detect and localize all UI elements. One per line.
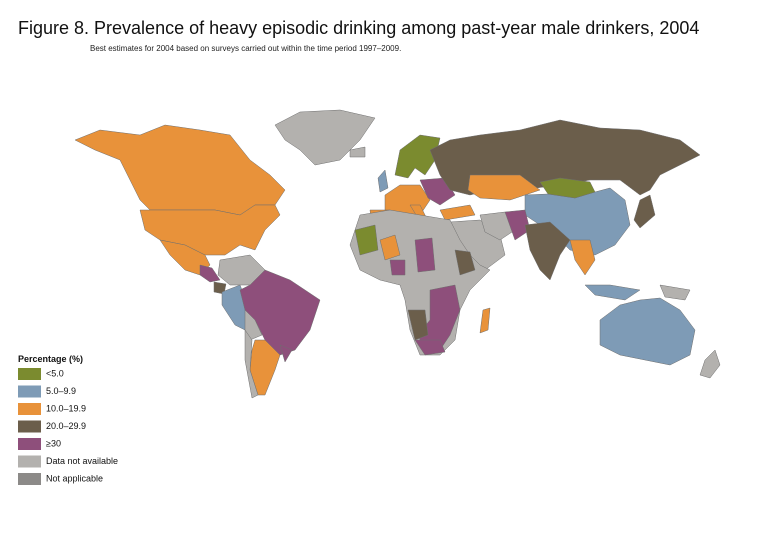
country	[379, 234, 401, 261]
legend-swatch	[18, 438, 41, 450]
country	[539, 177, 596, 199]
country	[467, 174, 541, 201]
legend-label: ≥30	[46, 438, 61, 448]
legend-label: Not applicable	[46, 473, 103, 483]
country	[439, 204, 476, 221]
country	[279, 344, 293, 363]
country	[377, 169, 389, 193]
country	[479, 307, 491, 334]
legend-swatch	[18, 368, 41, 380]
country	[349, 146, 366, 158]
country	[479, 211, 516, 241]
country	[354, 224, 379, 256]
country	[244, 309, 263, 341]
country	[699, 349, 721, 379]
figure-title: Figure 8. Prevalence of heavy episodic d…	[18, 18, 699, 38]
legend-label: Data not available	[46, 456, 118, 466]
country	[569, 239, 596, 276]
legend-swatch	[18, 473, 41, 485]
legend-swatch	[18, 455, 41, 468]
country	[633, 194, 656, 229]
figure-subtitle: Best estimates for 2004 based on surveys…	[90, 44, 401, 53]
legend-swatch	[18, 420, 41, 433]
country	[249, 339, 281, 396]
legend-label: 10.0–19.9	[46, 403, 86, 413]
legend-swatch	[18, 385, 41, 398]
world-map	[74, 109, 721, 399]
country	[524, 221, 571, 281]
country	[199, 264, 221, 283]
country	[584, 284, 641, 301]
legend: <5.0 5.0–9.9 10.0–19.9 20.0–29.9 ≥30 Data not…	[18, 368, 118, 485]
legend-label: <5.0	[46, 368, 64, 378]
legend-swatch	[18, 403, 41, 415]
country	[414, 237, 436, 273]
country	[599, 297, 696, 366]
country	[454, 249, 476, 276]
legend-title: Percentage (%)	[18, 354, 83, 364]
legend-label: 5.0–9.9	[46, 386, 76, 396]
country	[414, 339, 446, 356]
country	[139, 204, 281, 256]
legend-label: 20.0–29.9	[46, 421, 86, 431]
country	[244, 329, 259, 399]
country	[389, 259, 406, 276]
country	[659, 284, 691, 301]
country	[74, 124, 286, 216]
country	[407, 309, 429, 341]
